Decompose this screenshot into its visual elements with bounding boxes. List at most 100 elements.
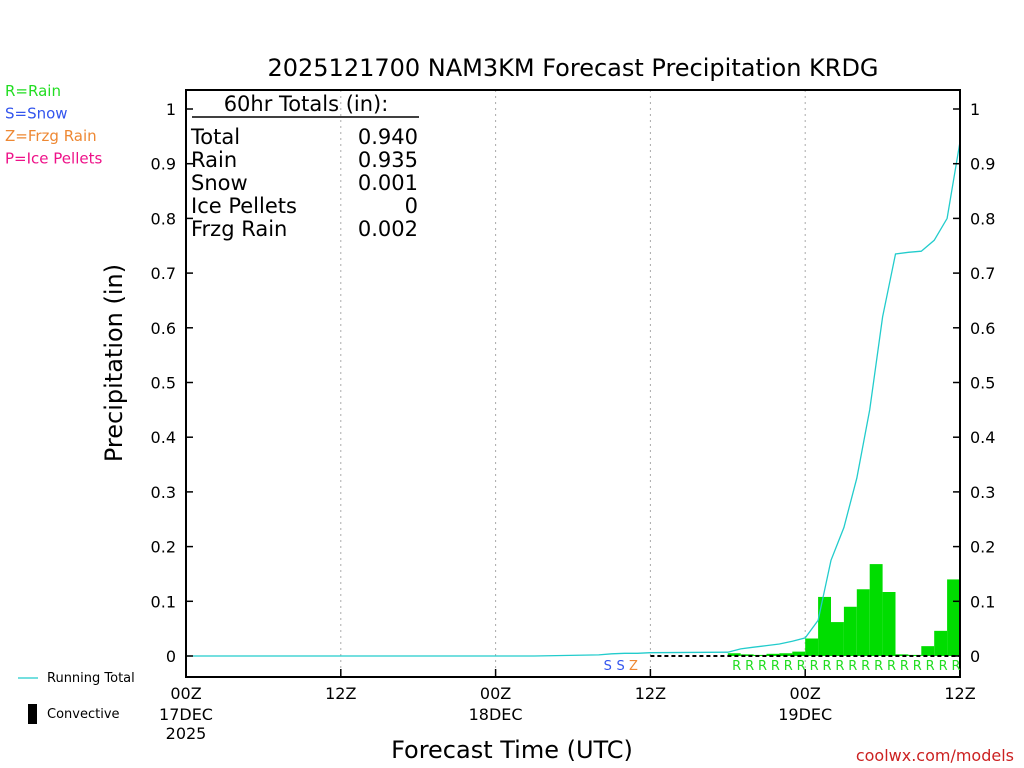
y-tick-label-left: 0.1 xyxy=(151,592,176,611)
ptype-marker: R xyxy=(758,659,767,674)
credit-text: coolwx.com/models xyxy=(856,746,1014,765)
precip-bar xyxy=(753,654,767,656)
x-tick-label: 00Z xyxy=(170,684,201,703)
totals-value: 0.935 xyxy=(358,148,418,172)
totals-box: 60hr Totals (in): Total 0.940 Rain 0.935 Sno… xyxy=(190,92,419,241)
ptype-marker: R xyxy=(939,659,948,674)
precip-bar xyxy=(908,654,922,656)
hourly-bars xyxy=(727,564,960,656)
precip-bar xyxy=(856,589,870,656)
ptype-marker: R xyxy=(848,659,857,674)
precip-bar xyxy=(947,579,960,656)
ptype-marker: R xyxy=(887,659,896,674)
precip-bar xyxy=(792,651,806,656)
totals-label: Total xyxy=(190,125,240,149)
y-tick-label-left: 1 xyxy=(166,100,176,119)
legend-bar-swatch xyxy=(28,704,37,724)
precip-bar xyxy=(831,622,844,656)
precip-bar xyxy=(805,638,819,656)
y-tick-label-left: 0.6 xyxy=(151,319,176,338)
x-tick-label: 00Z xyxy=(480,684,511,703)
y-tick-label-right: 1 xyxy=(970,100,980,119)
ptype-marker: R xyxy=(797,659,806,674)
chart-title: 2025121700 NAM3KM Forecast Precipitation… xyxy=(267,54,878,82)
x-tick-label: 00Z xyxy=(790,684,821,703)
x-axis-label: Forecast Time (UTC) xyxy=(391,736,633,764)
y-tick-label-right: 0.6 xyxy=(970,319,995,338)
totals-label: Snow xyxy=(191,171,248,195)
running-total-line xyxy=(186,141,961,657)
y-tick-label-left: 0.9 xyxy=(151,155,176,174)
y-tick-label-left: 0.8 xyxy=(151,209,176,228)
totals-label: Frzg Rain xyxy=(191,217,287,241)
totals-label: Rain xyxy=(191,148,237,172)
y-tick-label-left: 0.2 xyxy=(151,538,176,557)
ptype-marker: R xyxy=(784,659,793,674)
totals-value: 0.002 xyxy=(358,217,418,241)
precip-bar xyxy=(882,592,896,656)
y-tick-label-left: 0.3 xyxy=(151,483,176,502)
precip-bar xyxy=(934,630,948,656)
ptype-marker: R xyxy=(874,659,883,674)
ptype-marker: R xyxy=(771,659,780,674)
ptype-marker: R xyxy=(951,659,960,674)
totals-value: 0.001 xyxy=(358,171,418,195)
ptype-marker: S xyxy=(616,659,624,674)
y-tick-label-right: 0.8 xyxy=(970,209,995,228)
precip-bar xyxy=(869,564,883,656)
y-tick-label-right: 0.7 xyxy=(970,264,995,283)
precip-bar xyxy=(818,596,831,656)
y-tick-label-right: 0 xyxy=(970,647,980,666)
x-tick-date: 18DEC xyxy=(469,705,523,724)
x-tick-year: 2025 xyxy=(166,724,207,743)
y-tick-label-left: 0 xyxy=(166,647,176,666)
precip-bar xyxy=(921,646,935,656)
ptype-legend-item: P=Ice Pellets xyxy=(5,150,102,168)
ptype-marker: R xyxy=(835,659,844,674)
series-legend: Running Total Convective xyxy=(18,671,135,724)
x-tick-date: 17DEC xyxy=(159,705,213,724)
ptype-marker: R xyxy=(732,659,741,674)
precip-bar xyxy=(727,653,741,656)
plot-frame xyxy=(185,89,961,678)
x-tick-label: 12Z xyxy=(325,684,356,703)
y-tick-label-right: 0.9 xyxy=(970,155,995,174)
x-tick-date: 19DEC xyxy=(778,705,832,724)
ptype-marker: R xyxy=(822,659,831,674)
y-tick-label-right: 0.5 xyxy=(970,374,995,393)
ptype-marker: R xyxy=(900,659,909,674)
ptype-marker: R xyxy=(913,659,922,674)
precip-bar xyxy=(895,654,909,656)
totals-header: 60hr Totals (in): xyxy=(224,92,389,116)
x-tick-label: 12Z xyxy=(635,684,666,703)
y-axis-right: 0 0.1 0.2 0.3 0.4 0.5 0.6 0.7 0.8 0.9 1 xyxy=(953,100,995,666)
legend-label: Running Total xyxy=(47,671,135,686)
totals-value: 0 xyxy=(405,194,418,218)
y-tick-label-left: 0.7 xyxy=(151,264,176,283)
ptype-marker: R xyxy=(810,659,819,674)
gridlines xyxy=(340,90,806,677)
y-tick-label-left: 0.4 xyxy=(151,428,176,447)
y-tick-label-right: 0.3 xyxy=(970,483,995,502)
ptype-marker: R xyxy=(926,659,935,674)
y-tick-label-right: 0.4 xyxy=(970,428,995,447)
y-axis-label: Precipitation (in) xyxy=(100,264,128,462)
ptype-marker: R xyxy=(861,659,870,674)
precip-bar xyxy=(740,654,754,656)
y-tick-label-left: 0.5 xyxy=(151,374,176,393)
x-tick-label: 12Z xyxy=(944,684,975,703)
ptype-legend-item: S=Snow xyxy=(5,105,68,123)
ptype-marker: R xyxy=(745,659,754,674)
totals-value: 0.940 xyxy=(358,125,418,149)
ptype-marker: S xyxy=(604,659,612,674)
y-tick-label-right: 0.2 xyxy=(970,538,995,557)
ptype-legend: R=Rain S=Snow Z=Frzg Rain P=Ice Pellets xyxy=(5,82,102,168)
precip-bar xyxy=(779,653,793,656)
y-axis-left: 0 0.1 0.2 0.3 0.4 0.5 0.6 0.7 0.8 0.9 1 xyxy=(151,100,193,666)
ptype-marker: Z xyxy=(629,659,638,674)
ptype-legend-item: Z=Frzg Rain xyxy=(5,127,97,145)
totals-label: Ice Pellets xyxy=(191,194,297,218)
